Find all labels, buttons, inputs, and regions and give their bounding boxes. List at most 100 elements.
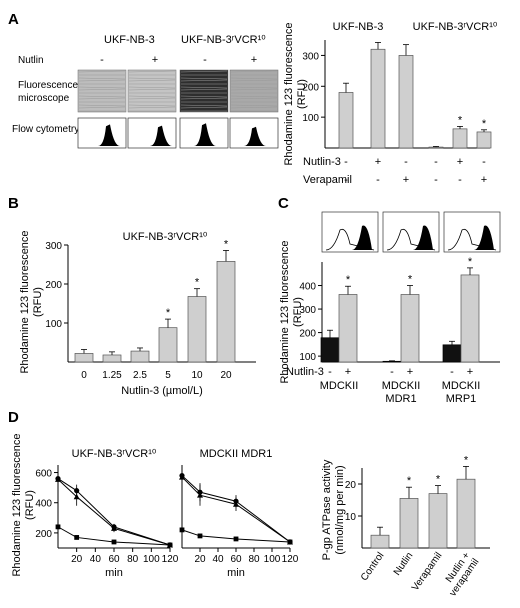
microscopy-texture [78,88,126,91]
nutlin-sign: - [344,156,348,168]
microscopy-texture [128,70,176,73]
bar [338,294,358,363]
y-tick-label: 600 [35,469,52,480]
significance-star: * [224,238,229,250]
y-axis-label: Rhodamine 123 fluorescence(RFU) [279,240,304,383]
x-tick-label: 80 [127,554,139,565]
flow-histogram-line [325,228,375,251]
y-tick-label: 200 [35,529,52,540]
col-header-resistant: UKF-NB-3ʳVCR¹⁰ [181,34,266,46]
y-tick-label: 100 [302,113,319,124]
point-triangle [55,476,61,482]
point-square [55,524,61,530]
group-label: MDCKII [382,380,421,392]
nutlin-sign: + [375,156,381,168]
nutlin-sign: + [345,366,351,378]
verapamil-sign: - [376,174,380,186]
significance-star: * [346,274,351,286]
x-tick-label: 100 [264,554,281,565]
panel-a-left: UKF-NB-3 UKF-NB-3ʳVCR¹⁰ Nutlin - + - + F… [12,34,279,149]
microscopy-texture [230,88,278,91]
series-line [181,476,291,543]
nutlin-sign-1: - [100,54,104,66]
microscopy-texture [78,86,126,89]
bar [187,296,207,363]
y-axis-label-line: Rhodamine 123 fluorescence [279,240,291,383]
flow-histogram-peak [352,225,372,250]
bar [382,360,402,363]
flow-histogram-frame [321,211,379,253]
nutlin-sign-2: + [152,54,158,66]
y-axis-label: Rhodamine 123 fluorescence(RFU) [19,230,44,373]
x-tick-label: 40 [90,554,102,565]
microscopy-texture [180,77,228,80]
nutlin-sign: - [404,156,408,168]
x-tick-label: 0 [81,370,87,381]
nutlin-sign-4: + [251,54,257,66]
flow-histogram-peak [98,124,120,146]
nutlin-sign: - [450,366,454,378]
verapamil-sign: - [344,174,348,186]
microscopy-texture [78,97,126,100]
microscopy-texture [78,106,126,109]
bar [370,534,390,549]
x-tick-label: 120 [282,554,299,565]
y-axis-label: Rhodamine 123 fluorescence(RFU) [11,433,36,576]
chart-title: MDCKII MDR1 [200,448,273,460]
bar [370,48,386,149]
group-label-parental: UKF-NB-3 [333,21,384,33]
group-label: MDCKII [320,380,359,392]
series-line [181,529,291,543]
x-tick-label: 100 [143,554,160,565]
bar [102,354,122,363]
nutlin-sign-3: - [203,54,207,66]
y-tick-label: 200 [302,82,319,93]
y-tick-label: 20 [345,480,357,491]
microscopy-texture [230,106,278,109]
flow-histogram-line [386,228,436,251]
point-square [111,539,117,545]
point-square [233,536,239,542]
bar [338,92,354,149]
point-square [74,535,80,540]
microscopy-texture [78,104,126,107]
x-tick-label: 20 [220,370,232,381]
verapamil-sign: - [434,174,438,186]
group-label: MDCKII [442,380,481,392]
x-tick-label: 20 [71,554,83,565]
flow-histogram-frame [127,117,177,149]
point-triangle [233,501,239,507]
y-axis-label-line: Rhodamine 123 fluorescence [11,433,23,576]
point-triangle [197,492,203,498]
y-axis-label-line: (nmol/mg per min) [334,465,346,554]
y-axis-label-line: (RFU) [296,79,308,109]
x-tick-label: 10 [191,370,203,381]
fluorescence-microscope-label: Fluorescence microscope [18,80,78,104]
microscopy-texture [180,106,228,109]
y-axis-label-line: (RFU) [24,490,36,520]
y-axis-label-line: P-gp ATPase activity [321,459,333,560]
significance-star: * [458,114,463,126]
microscopy-texture [128,95,176,98]
x-tick-label: 2.5 [133,370,147,381]
group-label-resistant: UKF-NB-3ʳVCR¹⁰ [413,21,498,33]
flow-histogram-frame [77,117,127,149]
chart-b: 100 200 300 * * * UKF-NB-3ʳVCR¹⁰ 0 1.25 2.5 5 10 20 N… [19,230,256,397]
panel-letter-a: A [8,11,19,28]
microscopy-texture [78,95,126,98]
x-tick-label: 20 [194,554,206,565]
nutlin-sign: - [434,156,438,168]
y-tick-label: 300 [299,305,316,316]
y-tick-label: 400 [35,499,52,510]
y-tick-label: 200 [45,280,62,291]
microscopy-texture [180,104,228,107]
point-square [197,533,203,539]
verapamil-sign: + [403,174,409,186]
significance-star: * [195,277,200,289]
microscopy-texture [230,70,278,73]
y-tick-label: 300 [302,51,319,62]
series-line [181,475,291,543]
y-axis-label-line: Rhodamine 123 fluorescence [283,22,295,165]
